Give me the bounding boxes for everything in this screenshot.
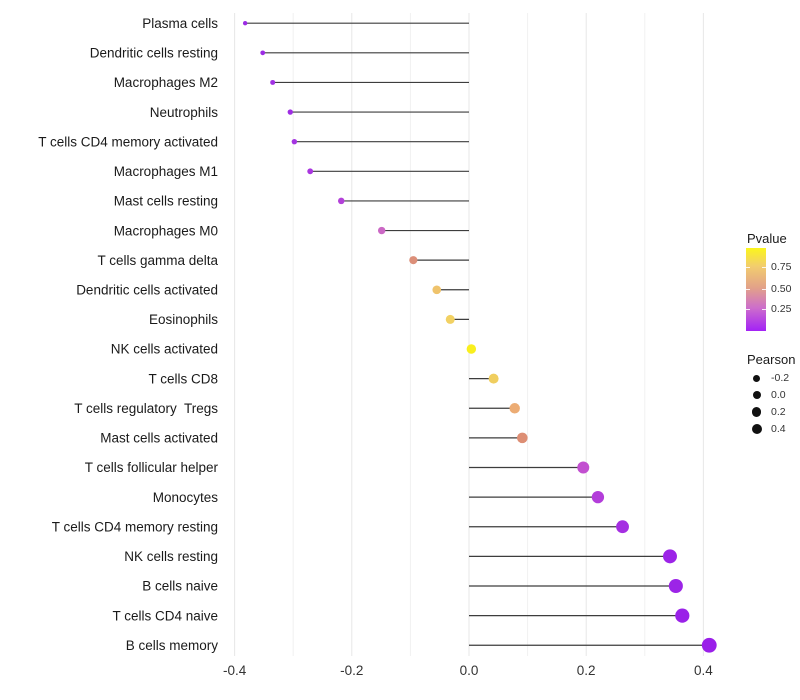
pvalue-tick-label: 0.75 — [771, 261, 792, 273]
colorbar-tick — [746, 267, 750, 268]
y-axis-label: Macrophages M2 — [114, 75, 218, 90]
y-axis-label: T cells CD4 naive — [112, 608, 218, 623]
data-point — [466, 344, 477, 354]
data-point — [291, 138, 298, 145]
x-tick-label: 0.0 — [460, 663, 479, 678]
data-point — [242, 21, 248, 26]
data-point — [577, 461, 590, 474]
colorbar-tick — [746, 309, 750, 310]
y-axis-label: NK cells activated — [111, 342, 218, 357]
pearson-size-legend: -0.2 0.0 0.2 0.4 — [746, 370, 800, 437]
y-axis-label: B cells memory — [126, 638, 219, 653]
size-key-dot — [752, 407, 762, 417]
y-axis-label: Dendritic cells resting — [90, 46, 218, 61]
pvalue-colorbar — [746, 248, 766, 331]
colorbar-tick — [762, 267, 766, 268]
x-tick-label: -0.2 — [340, 663, 363, 678]
data-point — [377, 226, 386, 235]
y-axis-label: Macrophages M0 — [114, 223, 218, 238]
y-axis-label: Monocytes — [153, 490, 219, 505]
data-point — [287, 109, 293, 115]
colorbar-tick — [762, 288, 766, 290]
pearson-legend-title: Pearson — [747, 352, 796, 367]
pvalue-legend-title: Pvalue — [747, 231, 787, 246]
pvalue-tick-label: 0.25 — [771, 303, 792, 315]
data-point — [668, 578, 683, 594]
data-point — [517, 432, 528, 444]
y-axis-label: T cells CD4 memory activated — [38, 134, 218, 149]
pearson-size-item: -0.2 — [746, 370, 800, 387]
data-point — [616, 520, 629, 534]
pvalue-tick-label: 0.50 — [771, 282, 792, 295]
pearson-size-item: 0.0 — [746, 387, 800, 404]
size-key-dot — [751, 423, 762, 434]
data-point — [509, 403, 520, 414]
data-point — [675, 608, 690, 623]
data-point — [409, 256, 418, 265]
y-axis-label: Plasma cells — [142, 16, 218, 31]
size-key-label: 0.4 — [771, 422, 786, 435]
size-key-dot — [752, 390, 761, 400]
data-point — [337, 197, 345, 205]
pearson-size-item: 0.4 — [746, 420, 800, 437]
data-point — [701, 637, 717, 653]
x-tick-label: 0.4 — [694, 663, 713, 678]
y-axis-label: T cells gamma delta — [97, 253, 218, 268]
data-point — [663, 549, 677, 564]
data-point — [432, 285, 442, 295]
data-point — [307, 168, 314, 175]
data-point — [488, 373, 499, 384]
pearson-size-item: 0.2 — [746, 404, 800, 421]
y-axis-label: Mast cells activated — [100, 431, 218, 446]
y-axis-label: Dendritic cells activated — [76, 283, 218, 298]
y-axis-label: Eosinophils — [149, 312, 218, 327]
y-axis-label: Neutrophils — [150, 105, 219, 120]
data-point — [260, 50, 266, 56]
y-axis-label: T cells follicular helper — [85, 460, 219, 475]
y-axis-label: NK cells resting — [124, 549, 218, 564]
x-tick-label: -0.4 — [223, 663, 247, 678]
y-axis-label: T cells CD8 — [148, 371, 218, 386]
y-axis-label: B cells naive — [142, 579, 218, 594]
size-key-dot — [753, 374, 761, 382]
colorbar-tick — [762, 309, 766, 310]
size-key-label: -0.2 — [771, 372, 790, 385]
size-key-label: 0.2 — [771, 405, 786, 418]
y-axis-label: T cells CD4 memory resting — [52, 519, 218, 534]
colorbar-tick — [746, 288, 750, 290]
data-point — [445, 314, 455, 324]
y-axis-label: Macrophages M1 — [114, 164, 218, 179]
data-point — [591, 490, 605, 504]
y-axis-label: Mast cells resting — [114, 194, 218, 209]
y-axis-label: T cells regulatory Tregs — [74, 401, 218, 416]
size-key-label: 0.0 — [771, 389, 786, 402]
x-tick-label: 0.2 — [577, 663, 596, 678]
data-point — [270, 79, 276, 85]
